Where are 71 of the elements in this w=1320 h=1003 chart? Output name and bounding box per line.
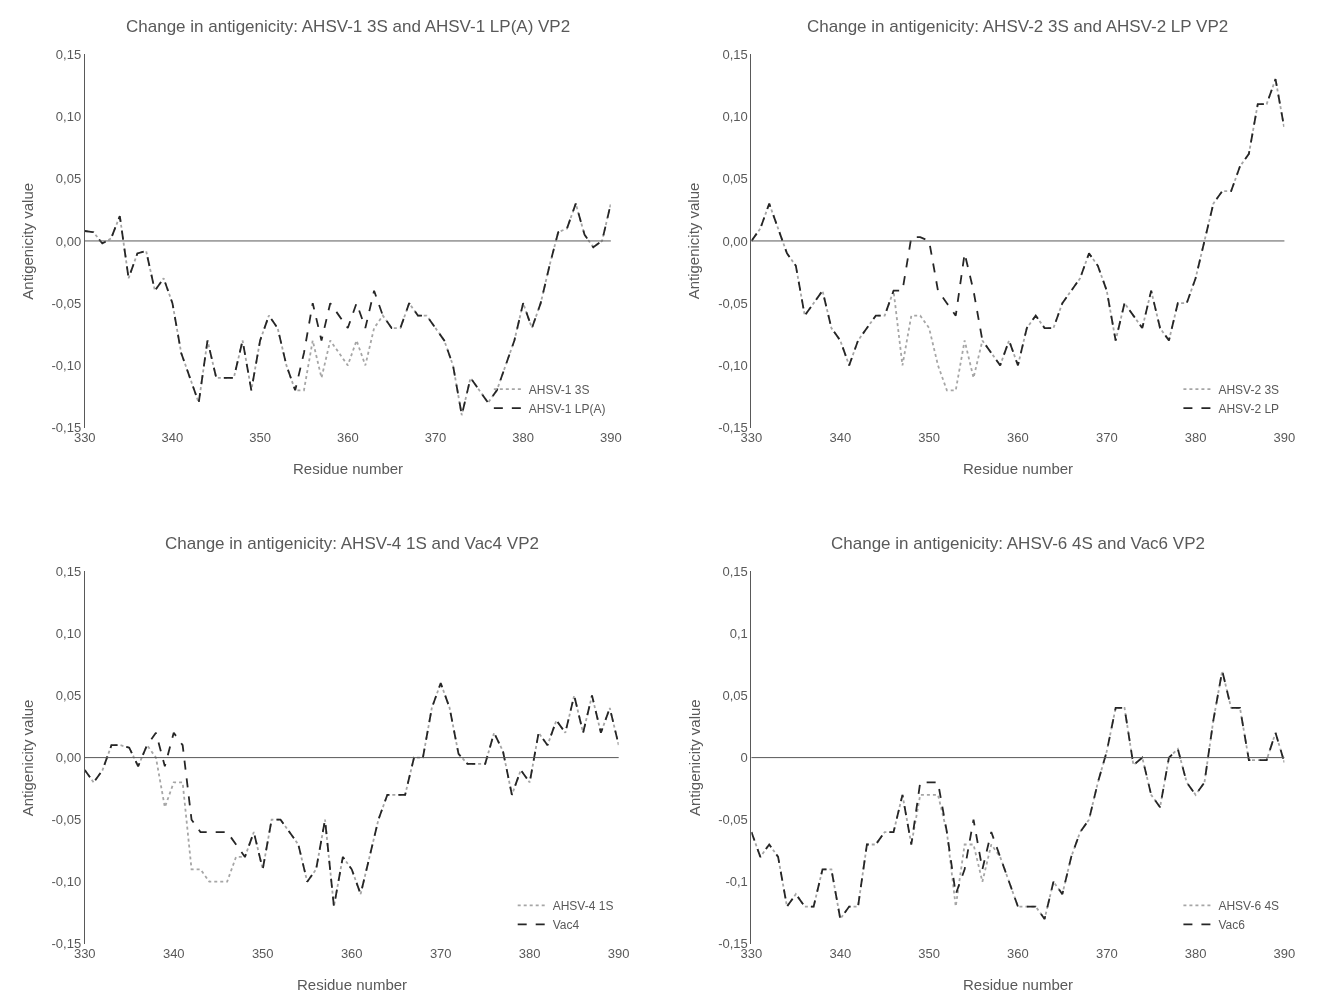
y-tick-label: -0,05: [51, 812, 82, 828]
legend-label: AHSV-2 LP: [1218, 401, 1280, 416]
x-axis-title: Residue number: [297, 976, 408, 993]
legend-label: Vac6: [1218, 918, 1246, 933]
x-tick-label: 370: [1095, 429, 1118, 445]
chart-title: Change in antigenicity: AHSV-4 1S and Vac4 VP2: [165, 534, 539, 553]
x-tick-label: 350: [251, 945, 274, 961]
y-tick-label: 0,10: [55, 626, 82, 642]
y-tick-label: -0,1: [725, 874, 748, 890]
chart-title: Change in antigenicity: AHSV-2 3S and AHSV-2 LP VP2: [807, 17, 1229, 36]
y-tick-label: 0,05: [722, 688, 748, 704]
x-tick-label: 340: [829, 429, 852, 445]
x-tick-label: 370: [429, 945, 452, 961]
x-tick-label: 340: [161, 429, 184, 445]
chart-title: Change in antigenicity: AHSV-1 3S and AHSV-1 LP(A) VP2: [126, 17, 571, 36]
y-tick-label: 0,10: [722, 109, 748, 125]
line-series: [751, 669, 1285, 920]
line-series: [84, 682, 619, 908]
chart-title: Change in antigenicity: AHSV-6 4S and Vac6 VP2: [831, 534, 1205, 553]
legend-label: AHSV-2 3S: [1218, 382, 1280, 397]
y-tick-label: 0,10: [55, 109, 82, 125]
x-tick-label: 370: [1095, 945, 1118, 961]
x-tick-label: 350: [249, 429, 271, 445]
x-tick-label: 370: [424, 429, 447, 445]
legend-label: AHSV-1 3S: [528, 382, 590, 397]
y-axis-title: Antigenicity value: [685, 699, 703, 817]
y-tick-label: 0,15: [722, 563, 748, 579]
x-tick-label: 380: [1184, 945, 1207, 961]
x-tick-label: 360: [1007, 945, 1029, 961]
x-tick-label: 360: [340, 945, 363, 961]
x-tick-label: 350: [918, 429, 940, 445]
x-tick-label: 360: [336, 429, 359, 445]
y-tick-label: -0,10: [51, 874, 82, 890]
x-tick-label: 390: [1273, 429, 1296, 445]
y-tick-label: 0,00: [722, 233, 748, 249]
y-tick-label: 0,15: [55, 46, 82, 62]
y-tick-label: 0,1: [729, 626, 748, 642]
y-tick-label: -0,05: [51, 295, 82, 311]
y-tick-label: 0: [740, 750, 748, 766]
x-tick-label: 390: [607, 945, 630, 961]
y-tick-label: 0,00: [55, 233, 82, 249]
x-tick-label: 390: [1273, 945, 1296, 961]
legend-label: AHSV-6 4S: [1218, 899, 1280, 914]
x-axis-title: Residue number: [293, 460, 404, 477]
y-tick-label: 0,05: [55, 171, 82, 187]
x-tick-label: 390: [599, 429, 622, 445]
x-tick-label: 340: [829, 945, 852, 961]
x-tick-label: 380: [518, 945, 541, 961]
y-tick-label: 0,05: [55, 688, 82, 704]
x-tick-label: 380: [1184, 429, 1207, 445]
x-axis-title: Residue number: [963, 460, 1074, 477]
y-tick-label: 0,00: [55, 750, 82, 766]
x-tick-label: 350: [918, 945, 940, 961]
x-axis-title: Residue number: [963, 976, 1074, 993]
legend-label: AHSV-1 LP(A): [528, 401, 606, 416]
y-tick-label: 0,15: [722, 46, 748, 62]
x-tick-label: 340: [162, 945, 185, 961]
legend-label: Vac4: [552, 918, 580, 933]
y-axis-title: Antigenicity value: [18, 182, 36, 300]
y-tick-label: 0,15: [55, 563, 82, 579]
y-axis-title: Antigenicity value: [19, 699, 37, 817]
y-tick-label: 0,05: [722, 171, 748, 187]
y-tick-label: -0,10: [718, 357, 748, 373]
y-tick-label: -0,10: [51, 357, 82, 373]
line-series: [84, 202, 611, 417]
x-tick-label: 380: [512, 429, 534, 445]
legend-label: AHSV-4 1S: [552, 899, 614, 914]
y-axis-title: Antigenicity value: [685, 182, 703, 300]
y-tick-label: -0,05: [718, 812, 748, 828]
y-tick-label: -0,05: [718, 295, 748, 311]
x-tick-label: 360: [1007, 429, 1029, 445]
